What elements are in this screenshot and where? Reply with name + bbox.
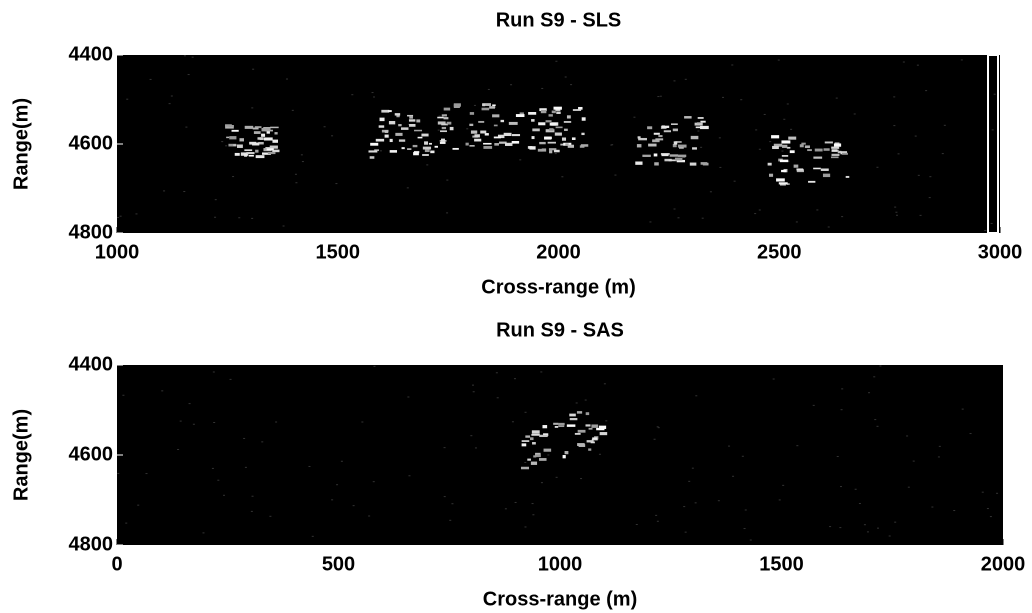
x-tick-label: 2500 — [757, 241, 802, 263]
y-tick-label: 4400 — [69, 353, 114, 375]
chart-title: Run S9 - SAS — [496, 319, 624, 341]
y-tick-label: 4400 — [69, 43, 114, 65]
x-axis-label: Cross-range (m) — [481, 276, 635, 298]
y-tick-label: 4800 — [69, 533, 114, 555]
x-tick-label: 1500 — [759, 553, 804, 575]
x-tick-label: 1000 — [538, 553, 583, 575]
bright-return — [368, 109, 447, 159]
y-axis-label: Range(m) — [10, 409, 32, 501]
chart-title: Run S9 - SLS — [496, 9, 622, 31]
x-tick-label: 1000 — [95, 241, 140, 263]
scale-bar — [987, 54, 999, 234]
y-tick-label: 4800 — [69, 221, 114, 243]
x-tick-label: 1500 — [316, 241, 361, 263]
image-background — [117, 55, 1000, 233]
x-tick-label: 500 — [322, 553, 355, 575]
bright-return — [635, 116, 709, 166]
bright-return — [520, 411, 608, 470]
x-tick-label: 2000 — [536, 241, 581, 263]
y-axis-label: Range(m) — [10, 98, 32, 190]
bright-return — [767, 135, 850, 186]
image-background — [117, 365, 1003, 545]
x-axis-label: Cross-range (m) — [483, 588, 637, 610]
x-tick-label: 0 — [111, 553, 122, 575]
x-tick-label: 3000 — [978, 241, 1023, 263]
bright-return — [225, 124, 280, 159]
y-tick-label: 4600 — [69, 443, 114, 465]
y-tick-label: 4600 — [69, 132, 114, 154]
x-tick-label: 2000 — [981, 553, 1026, 575]
bright-return — [437, 103, 525, 150]
bright-return — [527, 106, 589, 154]
